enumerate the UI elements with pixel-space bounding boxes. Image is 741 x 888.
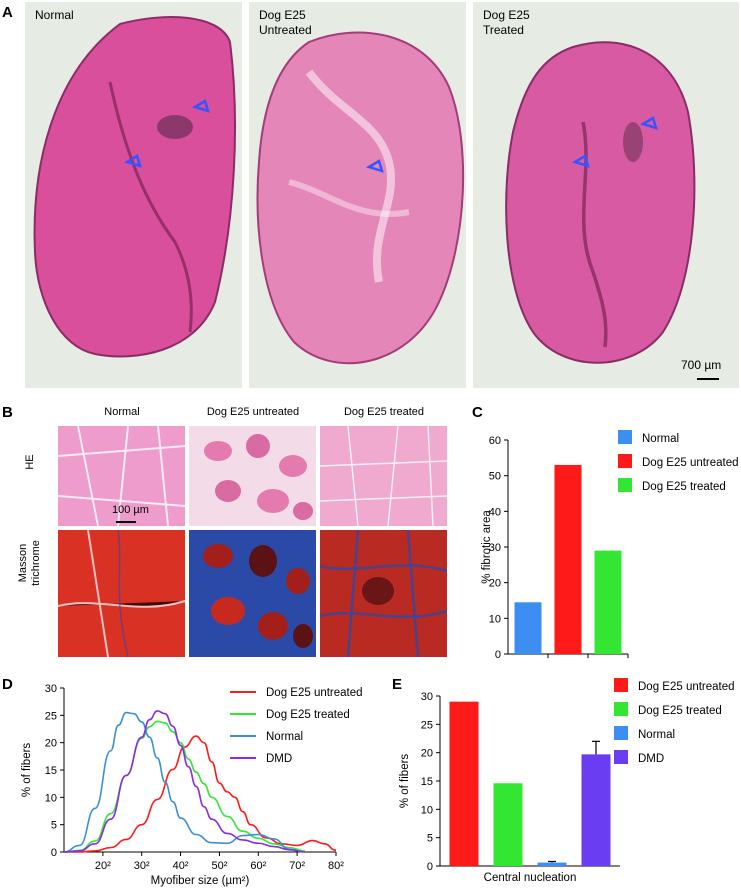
- y-tick-label: 0: [495, 649, 501, 660]
- y-axis-label: % of fibers: [399, 754, 411, 809]
- x-tick-label: 70²: [289, 860, 305, 872]
- legend-label: Normal: [642, 433, 679, 445]
- he-treated-image: [320, 426, 447, 526]
- scale-bar-label-100um: 100 µm: [112, 504, 149, 516]
- scale-bar-100um: [116, 521, 136, 523]
- panel-b-row-he: HE: [24, 454, 36, 470]
- y-tick-label: 0: [51, 847, 57, 859]
- y-tick-label: 15: [421, 776, 433, 788]
- x-axis-label: Myofiber size (µm²): [151, 875, 250, 887]
- series-line-normal: [63, 711, 305, 853]
- bar-dog-e25-treated: [493, 783, 523, 866]
- y-tick-label: 25: [45, 710, 57, 722]
- untreated-muscle-section: [256, 31, 465, 365]
- panel-b-letter: B: [2, 404, 13, 421]
- legend-label: Dog E25 untreated: [638, 681, 735, 693]
- legend-label: Dog E25 untreated: [266, 687, 363, 699]
- series-line-dmd: [63, 710, 305, 853]
- legend-swatch: [614, 750, 628, 764]
- y-tick-label: 60: [489, 435, 501, 447]
- legend-label: Dog E25 treated: [266, 709, 350, 721]
- series-line-dog-e25-treated: [63, 720, 305, 853]
- y-tick-label: 10: [45, 792, 57, 804]
- bar-normal: [537, 862, 567, 866]
- x-tick-label: 60²: [250, 860, 266, 872]
- legend-label: Normal: [266, 731, 303, 743]
- y-tick-label: 5: [427, 833, 433, 845]
- bar-dog-e25-treated: [594, 550, 622, 654]
- scale-bar-label-700um: 700 µm: [681, 358, 722, 372]
- x-tick-label: 30²: [134, 860, 150, 872]
- legend-swatch: [614, 702, 628, 716]
- y-tick-label: 30: [421, 691, 433, 703]
- panel-a-letter: A: [2, 4, 13, 21]
- y-tick-label: 10: [421, 804, 433, 816]
- legend-swatch: [618, 478, 632, 492]
- y-axis-label: % fibrotic area: [481, 510, 493, 584]
- y-tick-label: 30: [489, 542, 501, 554]
- legend-label: DMD: [638, 753, 664, 765]
- x-tick-label: 80²: [328, 860, 344, 872]
- masson-normal-image: [58, 530, 185, 657]
- legend-swatch: [614, 678, 628, 692]
- panel-c-chart: 0 10 20 30 40 50 60 % fibrotic area Normal Dog E2…: [481, 430, 739, 660]
- panel-c-letter: C: [472, 404, 483, 421]
- y-tick-label: 15: [45, 765, 57, 777]
- panel-d-letter: D: [2, 676, 13, 693]
- x-tick-label: 50²: [211, 860, 227, 872]
- bar-dog-e25-untreated: [449, 701, 479, 866]
- x-axis-label: Central nucleation: [484, 872, 577, 884]
- panel-d-chart: 0 5 10 15 20 25 30 20² 30² 40² 50² 60² 70² 80² Myofibe…: [21, 683, 363, 887]
- legend-label: Dog E25 treated: [642, 481, 726, 493]
- legend-label: DMD: [266, 753, 292, 765]
- treated-muscle-section: [505, 41, 719, 380]
- panel-a-label-untreated: Dog E25 Untreated: [259, 8, 312, 38]
- panel-a-label-normal: Normal: [35, 8, 74, 23]
- panel-a-image-normal: Normal: [25, 2, 242, 388]
- panel-b-col-untreated: Dog E25 untreated: [206, 406, 300, 418]
- legend-label: Dog E25 treated: [638, 705, 722, 717]
- series-line-dog-e25-untreated: [63, 735, 337, 853]
- panel-e-letter: E: [392, 676, 403, 693]
- panel-b-col-treated: Dog E25 treated: [343, 406, 425, 418]
- x-tick-label: 40²: [173, 860, 189, 872]
- row-line: trichrome: [30, 540, 42, 586]
- y-axis-label: % of fibers: [21, 743, 33, 798]
- y-tick-label: 20: [489, 578, 501, 590]
- label-line: Normal: [35, 8, 74, 22]
- y-tick-label: 50: [489, 471, 501, 483]
- panel-b-micrographs: [58, 426, 448, 658]
- row-line: Masson: [17, 543, 29, 583]
- bar-dog-e25-untreated: [554, 464, 582, 654]
- normal-muscle-section: [33, 16, 236, 358]
- y-tick-label: 25: [421, 719, 433, 731]
- y-tick-label: 0: [427, 861, 433, 873]
- x-tick-label: 20²: [95, 860, 111, 872]
- label-line: Dog E25: [259, 8, 306, 22]
- bar-normal: [514, 602, 542, 654]
- panel-b-col-normal: Normal: [104, 406, 140, 418]
- legend-swatch: [618, 454, 632, 468]
- panel-b-row-masson: Masson trichrome: [17, 533, 43, 593]
- panel-a-label-treated: Dog E25 Treated: [483, 8, 530, 38]
- legend-label: Dog E25 untreated: [642, 457, 739, 469]
- y-tick-label: 20: [421, 748, 433, 760]
- label-line: Untreated: [259, 23, 312, 37]
- panel-e-chart: 0 5 10 15 20 25 30 Central nucleation % of fiber…: [399, 678, 735, 884]
- panel-a-image-treated: Dog E25 Treated 700 µm: [473, 2, 739, 388]
- y-tick-label: 10: [489, 613, 501, 625]
- y-tick-label: 30: [45, 683, 57, 695]
- legend-swatch: [618, 430, 632, 444]
- y-tick-label: 40: [489, 506, 501, 518]
- y-tick-label: 5: [51, 820, 57, 832]
- legend-swatch: [614, 726, 628, 740]
- label-line: Treated: [483, 23, 524, 37]
- panel-a-image-untreated: Dog E25 Untreated: [249, 2, 466, 388]
- label-line: Dog E25: [483, 8, 530, 22]
- legend-label: Normal: [638, 729, 675, 741]
- bar-dmd: [581, 754, 611, 866]
- y-tick-label: 20: [45, 738, 57, 750]
